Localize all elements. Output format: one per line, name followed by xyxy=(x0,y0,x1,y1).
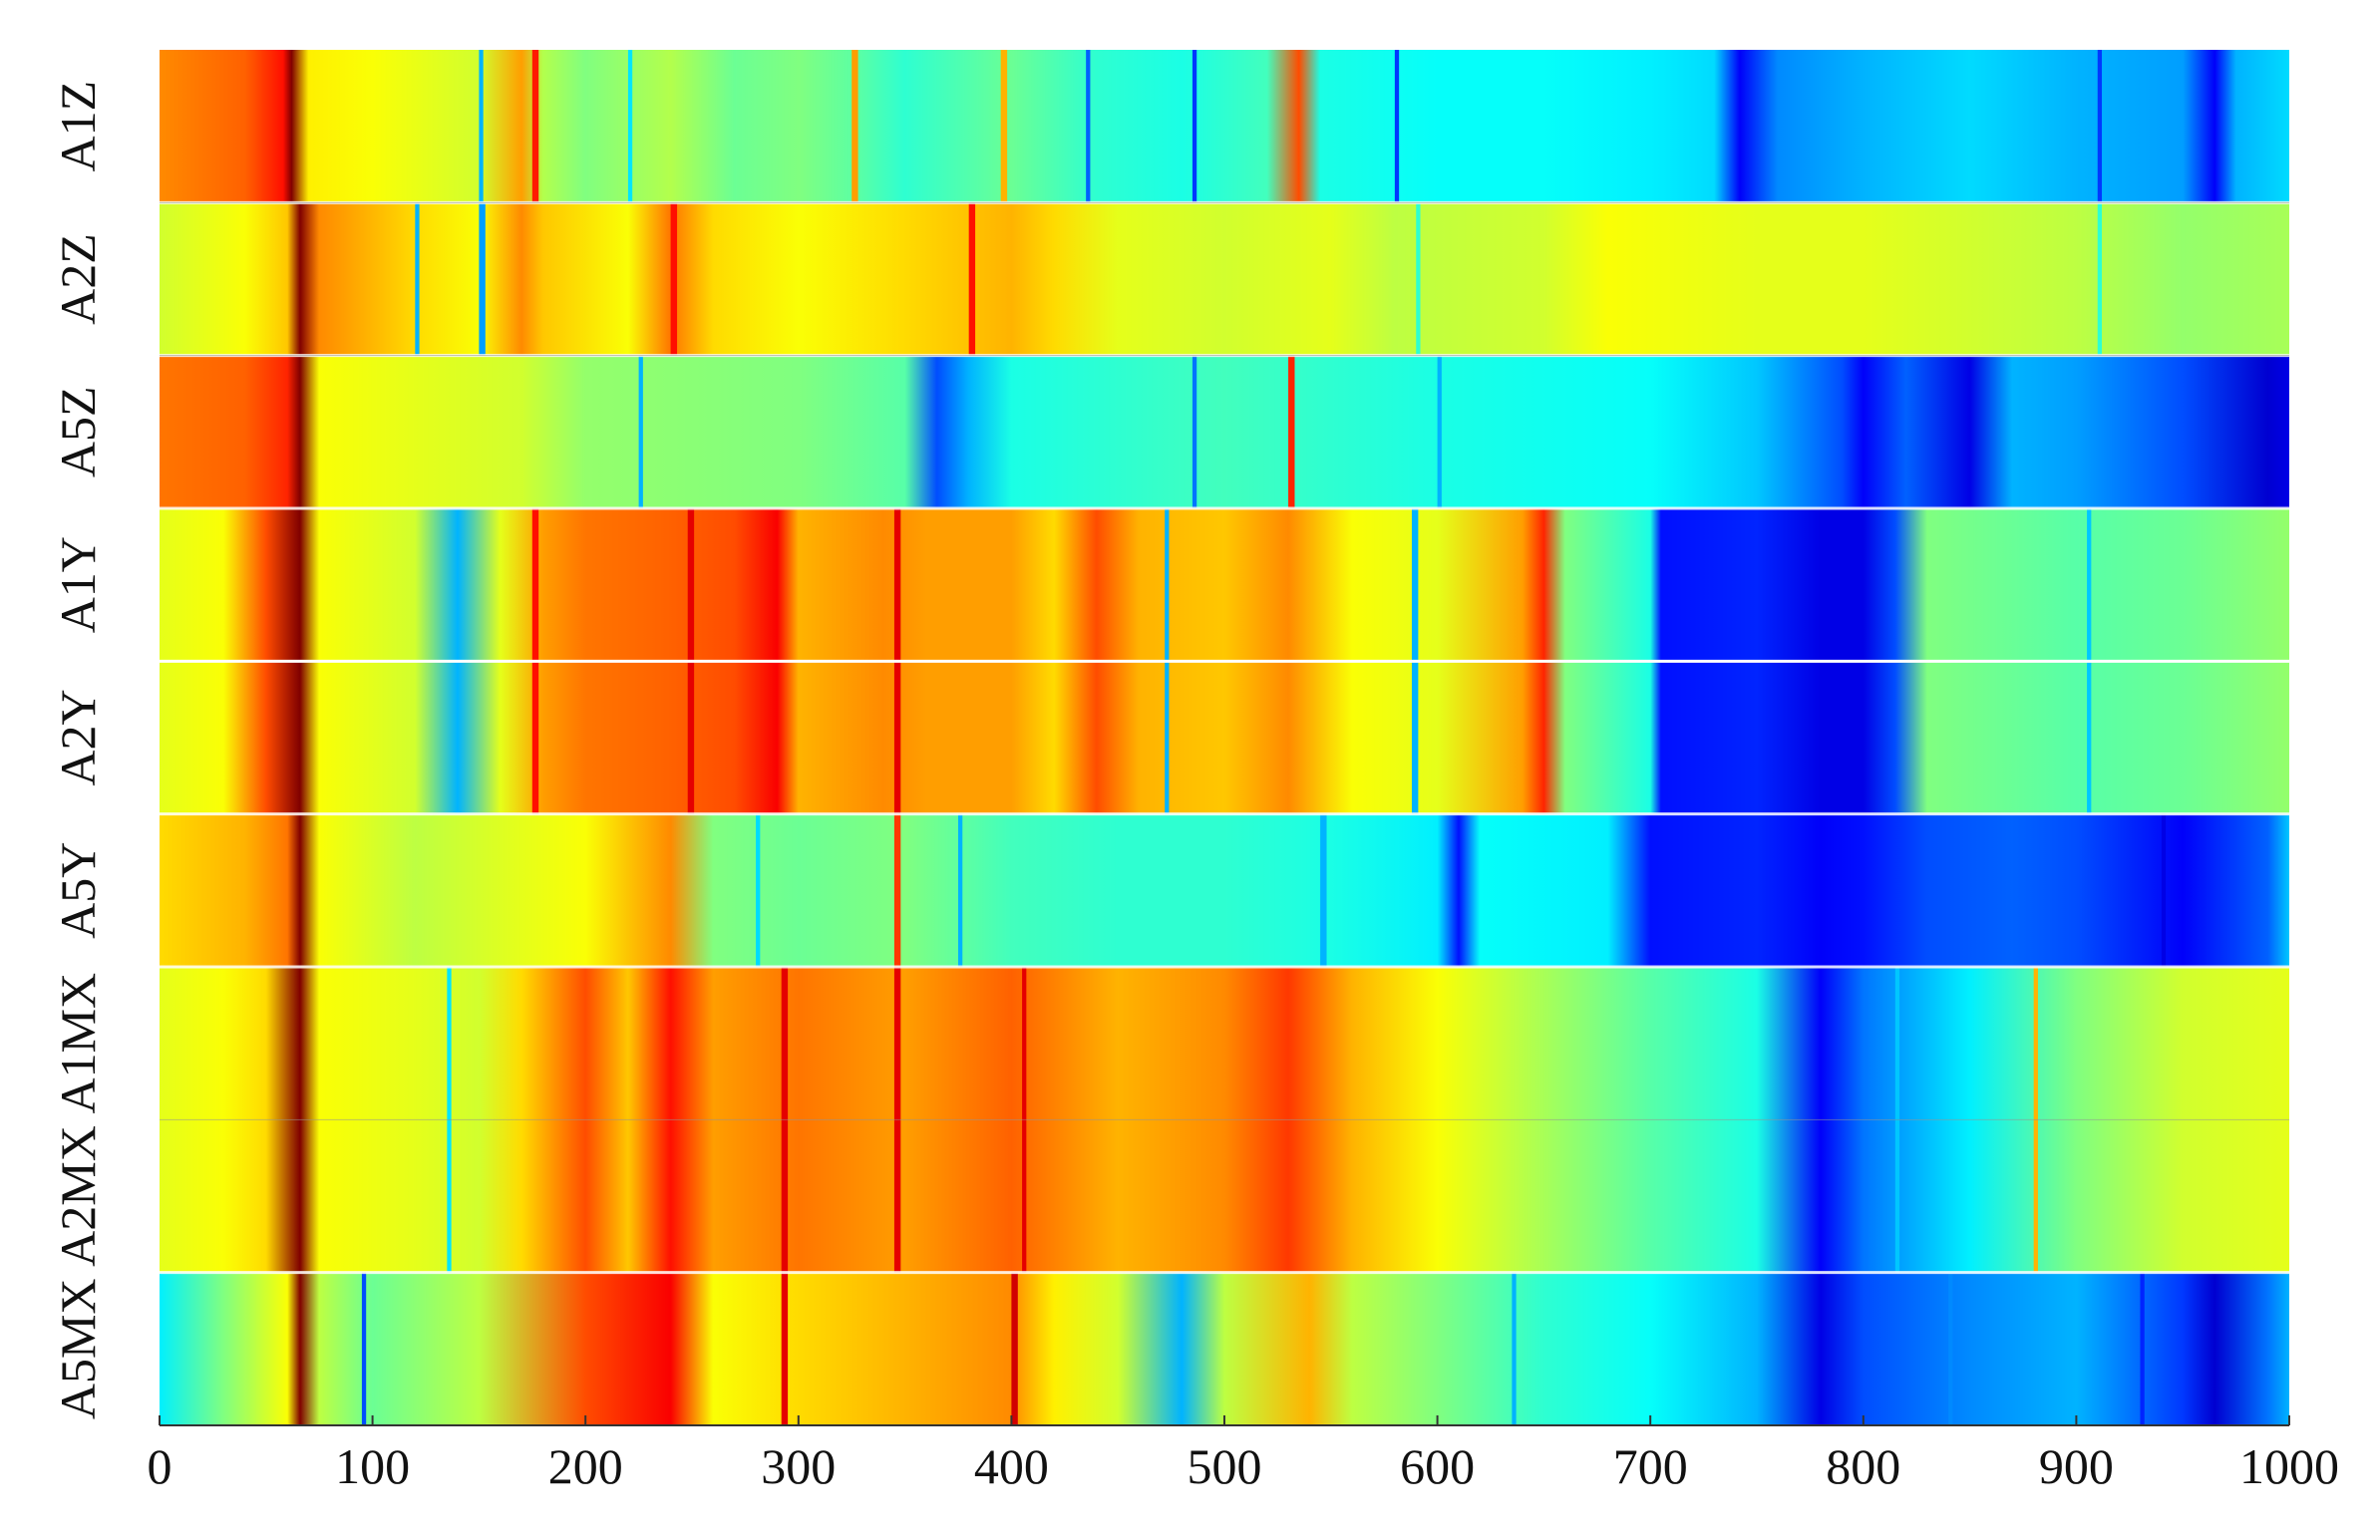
heatmap-stripe xyxy=(893,967,901,1120)
heatmap-stripe xyxy=(851,50,858,203)
heatmap-stripe xyxy=(1416,202,1421,356)
heatmap-row-a5z xyxy=(160,355,2289,508)
heatmap-row-a2z xyxy=(160,202,2289,356)
x-tick-label: 0 xyxy=(148,1438,172,1494)
heatmap-stripe xyxy=(2097,202,2103,356)
heatmap-stripe xyxy=(1022,1119,1027,1273)
row-label-a2z: A2Z xyxy=(50,233,106,325)
heatmap-stripe xyxy=(638,355,643,508)
heatmap-stripe xyxy=(1165,508,1170,662)
heatmap-stripe xyxy=(781,1272,789,1425)
heatmap-stripe xyxy=(1894,967,1900,1120)
heatmap-stripe xyxy=(1411,508,1419,662)
heatmap-stripe xyxy=(2033,1119,2038,1273)
heatmap-stripe xyxy=(531,661,539,814)
heatmap-stripe xyxy=(1022,967,1027,1120)
heatmap-stripe xyxy=(1437,355,1442,508)
heatmap-stripe xyxy=(893,661,901,814)
heatmap-stripe xyxy=(756,813,761,967)
x-tick-label: 300 xyxy=(761,1438,836,1494)
heatmap-stripe xyxy=(531,508,539,662)
heatmap-stripe xyxy=(1000,50,1008,203)
heatmap-stripe xyxy=(447,967,452,1120)
x-tick-label: 200 xyxy=(548,1438,623,1494)
heatmap-stripes xyxy=(361,50,2167,1425)
heatmap-stripe xyxy=(1011,1272,1018,1425)
row-separators xyxy=(160,200,2289,1275)
heatmap-row-a2y xyxy=(160,661,2289,814)
row-label-a5y: A5Y xyxy=(50,842,106,939)
heatmap-stripe xyxy=(893,508,901,662)
heatmap-stripe xyxy=(415,202,420,356)
heatmap-stripe xyxy=(1411,661,1419,814)
heatmap-stripe xyxy=(2097,50,2103,203)
heatmap-stripe xyxy=(2033,967,2038,1120)
heatmap-stripe xyxy=(1191,355,1197,508)
row-label-a5z: A5Z xyxy=(50,386,106,477)
heatmap-stripe xyxy=(1394,50,1400,203)
heatmap-stripe xyxy=(627,50,633,203)
heatmap-stripe xyxy=(687,661,695,814)
heatmap-stripe xyxy=(479,50,484,203)
heatmap-stripe xyxy=(1512,1272,1517,1425)
heatmap-stripe xyxy=(447,1119,452,1273)
row-label-a1y: A1Y xyxy=(50,536,106,633)
heatmap-row-a1z xyxy=(160,50,2289,203)
heatmap-stripe xyxy=(1086,50,1091,203)
row-label-a2mx: A2MX xyxy=(50,1125,106,1267)
heatmap-row-a5y xyxy=(160,813,2289,967)
heatmap-stripe xyxy=(2087,661,2092,814)
row-label-a1z: A1Z xyxy=(50,81,106,172)
x-tick-label: 900 xyxy=(2039,1438,2114,1494)
heatmap-stripe xyxy=(1320,813,1327,967)
row-label-a2y: A2Y xyxy=(50,689,106,785)
heatmap-stripe xyxy=(781,1119,789,1273)
heatmap-stripe xyxy=(1288,355,1295,508)
x-axis: 0 100 200 300 400 500 600 700 800 900 1000 xyxy=(148,1415,2339,1494)
heatmap-stripe xyxy=(1894,1119,1900,1273)
heatmap-stripe xyxy=(2161,813,2167,967)
heatmap-stripe xyxy=(687,508,695,662)
heatmap-stripe xyxy=(2140,1272,2145,1425)
heatmap-stripe xyxy=(781,967,789,1120)
x-tick-label: 1000 xyxy=(2239,1438,2339,1494)
row-label-a5mx: A5MX xyxy=(50,1278,106,1419)
heatmap-row-a2mx xyxy=(160,1119,2289,1273)
heatmap-stripe xyxy=(958,813,963,967)
heatmap-stripe xyxy=(479,202,486,356)
heatmap-stripe xyxy=(1165,661,1170,814)
row-labels: A1Z A2Z A5Z A1Y A2Y A5Y A1MX A2MX A5MX xyxy=(50,81,106,1419)
x-tick-label: 400 xyxy=(974,1438,1049,1494)
heatmap-stripe xyxy=(2087,508,2092,662)
heatmap-stripe xyxy=(670,202,678,356)
heatmap-row-a1mx xyxy=(160,967,2289,1120)
row-label-a1mx: A1MX xyxy=(50,973,106,1114)
heatmap-row-a5mx xyxy=(160,1272,2289,1425)
heatmap-rows xyxy=(160,50,2289,1425)
x-tick-label: 700 xyxy=(1613,1438,1688,1494)
heatmap-stripe xyxy=(893,1119,901,1273)
x-tick-label: 600 xyxy=(1400,1438,1475,1494)
heatmap-stripe xyxy=(893,813,901,967)
x-tick-label: 500 xyxy=(1188,1438,1262,1494)
heatmap-stripe xyxy=(531,50,539,203)
heatmap-stripe xyxy=(1948,1272,1953,1425)
heatmap-stripe xyxy=(1191,50,1197,203)
x-tick-label: 100 xyxy=(335,1438,410,1494)
x-tick-label: 800 xyxy=(1826,1438,1900,1494)
heatmap-stripe xyxy=(968,202,976,356)
heatmap-stripe xyxy=(361,1272,367,1425)
heatmap-row-a1y xyxy=(160,508,2289,662)
